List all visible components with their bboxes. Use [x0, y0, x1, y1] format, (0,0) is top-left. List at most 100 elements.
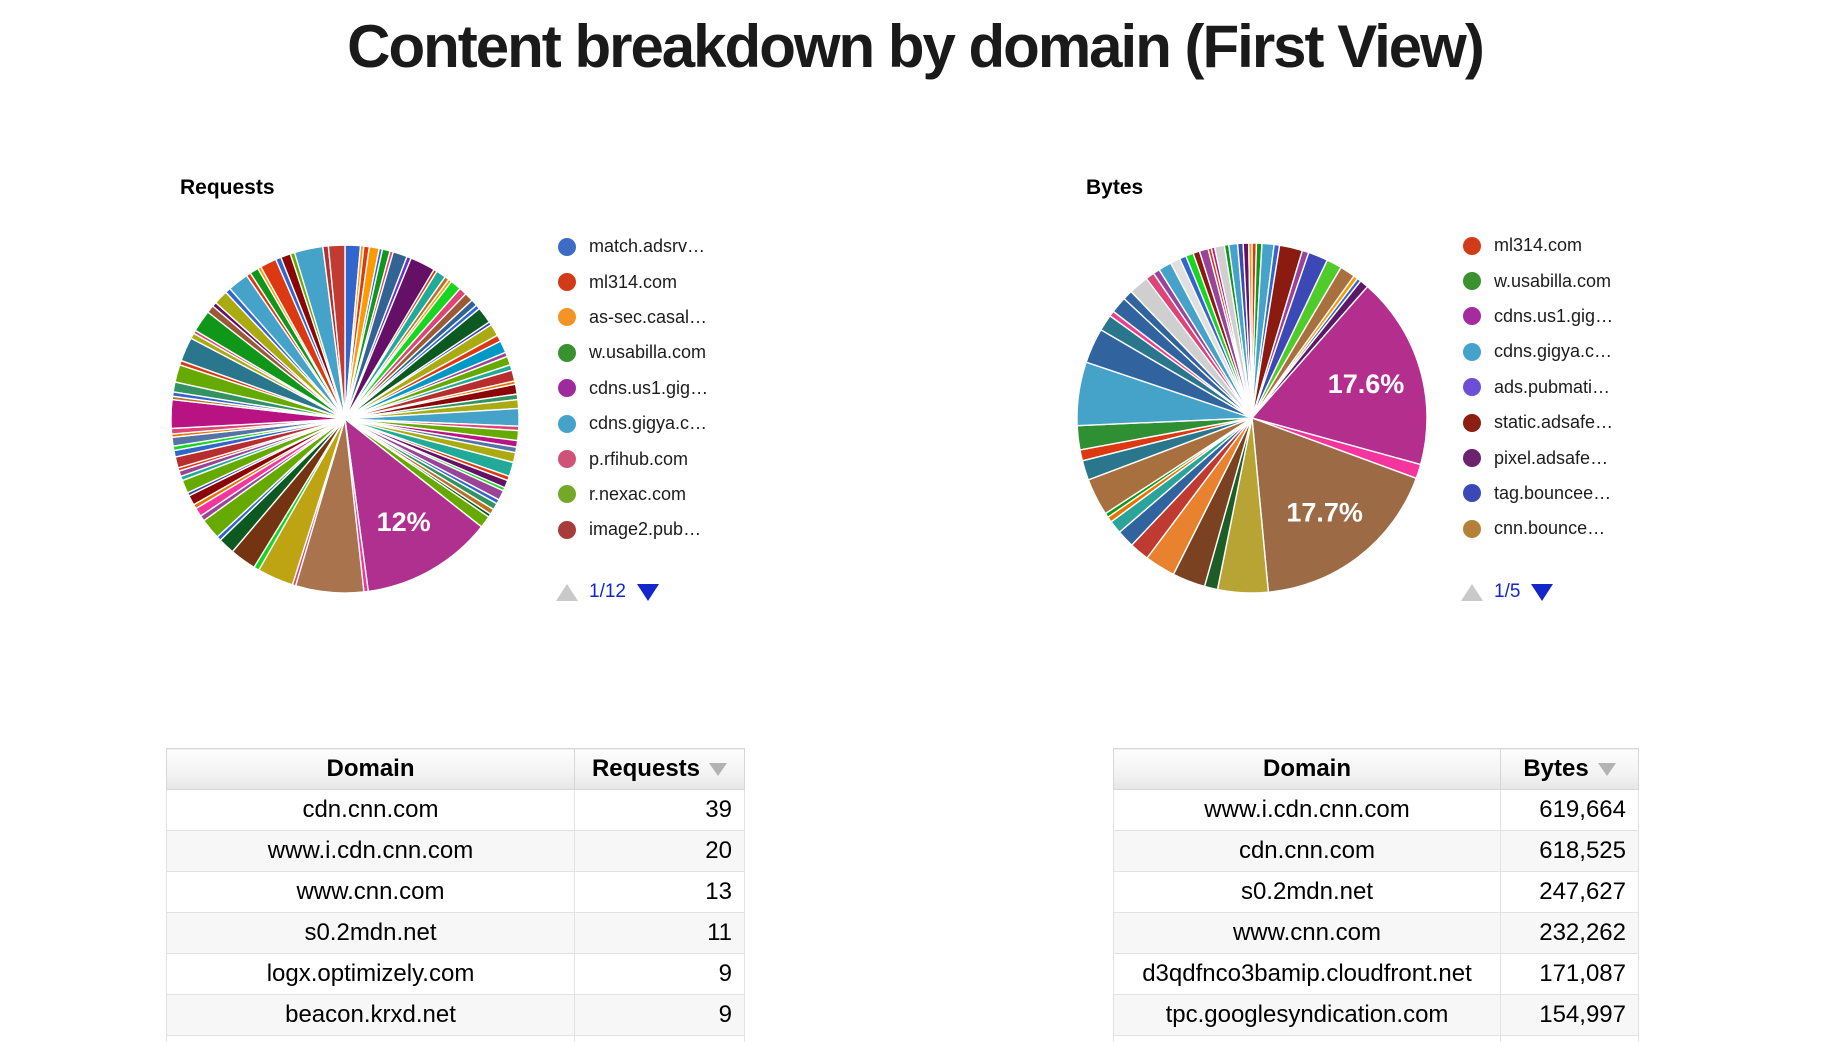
legend-item[interactable]: ml314.com — [558, 264, 788, 299]
domain-cell: cdn.cnn.com — [1113, 830, 1501, 872]
table-row: s0.2mdn.net 247,627 — [1113, 871, 1639, 913]
legend-item[interactable]: cdns.gigya.c… — [558, 406, 788, 441]
requests-chart-heading: Requests — [180, 176, 275, 199]
legend-color-dot — [1463, 519, 1481, 538]
legend-item[interactable]: w.usabilla.com — [1463, 263, 1693, 298]
value-cell: 13 — [574, 871, 745, 913]
legend-item[interactable]: r.nexac.com — [558, 477, 788, 512]
legend-page-up-icon[interactable] — [1461, 583, 1483, 601]
requests-legend-pagination: 1/12 — [556, 581, 659, 603]
value-cell: 154,997 — [1500, 994, 1639, 1036]
requests-header-label: Requests — [591, 755, 701, 782]
pie-slice[interactable] — [1251, 416, 1418, 593]
legend-item[interactable]: cdns.gigya.c… — [1463, 334, 1693, 369]
domain-cell: cdn.cnn.com — [166, 789, 575, 831]
domain-cell: www.i.cdn.cnn.com — [166, 830, 575, 872]
table-row-partial — [166, 1035, 745, 1042]
legend-item[interactable]: p.rfihub.com — [558, 441, 788, 476]
domain-header-label: Domain — [326, 755, 415, 782]
domain-cell: s0.2mdn.net — [1113, 871, 1501, 913]
table-row: cdn.cnn.com 39 — [166, 789, 745, 831]
legend-item[interactable]: cnn.bounce… — [1463, 511, 1693, 546]
domain-cell: www.cnn.com — [166, 871, 575, 913]
table-header-row: Domain Requests — [166, 748, 745, 790]
value-cell: 11 — [574, 912, 745, 954]
legend-color-dot — [558, 343, 576, 362]
domain-cell — [166, 1035, 575, 1042]
legend-label: image2.pub… — [589, 519, 702, 540]
legend-label: r.nexac.com — [589, 483, 687, 504]
legend-color-dot — [558, 308, 576, 327]
pie-slice[interactable] — [327, 244, 346, 420]
legend-label: ads.pubmati… — [1494, 376, 1611, 397]
legend-page-up-icon[interactable] — [556, 583, 578, 601]
domain-column-header[interactable]: Domain — [166, 748, 575, 790]
legend-color-dot — [1463, 236, 1481, 255]
legend-label: cdns.gigya.c… — [1494, 341, 1613, 362]
legend-color-dot — [558, 520, 576, 539]
legend-item[interactable]: static.adsafe… — [1463, 405, 1693, 440]
legend-label: as-sec.casal… — [589, 306, 708, 327]
legend-item[interactable]: as-sec.casal… — [558, 300, 788, 335]
domain-cell — [1113, 1035, 1501, 1042]
bytes-legend-pagination: 1/5 — [1461, 581, 1554, 603]
pie-slice-percentage-label: 12% — [377, 507, 431, 537]
legend-label: static.adsafe… — [1494, 412, 1614, 433]
legend-label: pixel.adsafe… — [1494, 447, 1609, 468]
bytes-column-header[interactable]: Bytes — [1500, 748, 1639, 790]
legend-item[interactable]: pixel.adsafe… — [1463, 440, 1693, 475]
legend-item[interactable]: match.adsrv… — [558, 229, 788, 264]
pie-slice[interactable] — [1247, 242, 1253, 419]
requests-column-header[interactable]: Requests — [574, 748, 745, 790]
legend-item[interactable]: tag.bouncee… — [1463, 476, 1693, 511]
legend-label: tag.bouncee… — [1494, 482, 1612, 503]
bytes-table-body: www.i.cdn.cnn.com 619,664 cdn.cnn.com 618,5… — [1113, 789, 1639, 1042]
legend-item[interactable]: ads.pubmati… — [1463, 370, 1693, 405]
pie-slice-percentage-label: 17.7% — [1286, 497, 1363, 527]
legend-item[interactable]: ml314.com — [1463, 228, 1693, 263]
domain-column-header[interactable]: Domain — [1113, 748, 1501, 790]
bytes-table: Domain Bytes www.i.cdn.cnn.com 619,664 cdn… — [1113, 748, 1639, 1042]
table-row-partial — [1113, 1035, 1639, 1042]
table-header-row: Domain Bytes — [1113, 748, 1639, 790]
domain-cell: www.cnn.com — [1113, 912, 1501, 954]
requests-table-body: cdn.cnn.com 39 www.i.cdn.cnn.com 20 www.cnn.… — [166, 789, 745, 1042]
value-cell: 619,664 — [1500, 789, 1639, 831]
legend-item[interactable]: w.usabilla.com — [558, 335, 788, 370]
legend-color-dot — [1463, 449, 1481, 468]
legend-item[interactable]: cdns.us1.gig… — [1463, 299, 1693, 334]
table-row: www.i.cdn.cnn.com 20 — [166, 830, 745, 872]
bytes-pie-chart[interactable]: 17.6% 17.7% — [1076, 242, 1428, 594]
legend-label: ml314.com — [1494, 235, 1583, 256]
legend-item[interactable]: cdns.us1.gig… — [558, 371, 788, 406]
legend-color-dot — [558, 414, 576, 433]
domain-header-label: Domain — [1262, 755, 1351, 782]
value-cell: 9 — [574, 994, 745, 1036]
pie-slice[interactable] — [1250, 285, 1428, 466]
table-row: logx.optimizely.com 9 — [166, 953, 745, 995]
domain-cell: www.i.cdn.cnn.com — [1113, 789, 1501, 831]
value-cell — [574, 1035, 745, 1042]
legend-page-down-icon[interactable] — [1531, 583, 1554, 601]
legend-item[interactable]: image2.pub… — [558, 512, 788, 547]
table-row: www.cnn.com 13 — [166, 871, 745, 913]
value-cell: 171,087 — [1500, 953, 1639, 995]
table-row: www.i.cdn.cnn.com 619,664 — [1113, 789, 1639, 831]
legend-page-down-icon[interactable] — [636, 583, 659, 601]
legend-color-dot — [558, 450, 576, 469]
requests-legend: match.adsrv… ml314.com as-sec.casal… w.usab… — [558, 229, 788, 548]
table-row: cdn.cnn.com 618,525 — [1113, 830, 1639, 872]
legend-label: ml314.com — [589, 271, 678, 292]
legend-label: w.usabilla.com — [1494, 270, 1612, 291]
domain-cell: s0.2mdn.net — [166, 912, 575, 954]
legend-label: cdns.gigya.c… — [589, 413, 708, 434]
requests-table: Domain Requests cdn.cnn.com 39 www.i.cdn.c… — [166, 748, 745, 1042]
domain-cell: logx.optimizely.com — [166, 953, 575, 995]
value-cell: 232,262 — [1500, 912, 1639, 954]
sort-desc-icon — [709, 763, 728, 777]
table-row: d3qdfnco3bamip.cloudfront.net 171,087 — [1113, 953, 1639, 995]
pie-slice[interactable] — [344, 417, 483, 593]
value-cell: 39 — [574, 789, 745, 831]
requests-pie-chart[interactable]: 12% — [170, 244, 520, 594]
value-cell: 20 — [574, 830, 745, 872]
